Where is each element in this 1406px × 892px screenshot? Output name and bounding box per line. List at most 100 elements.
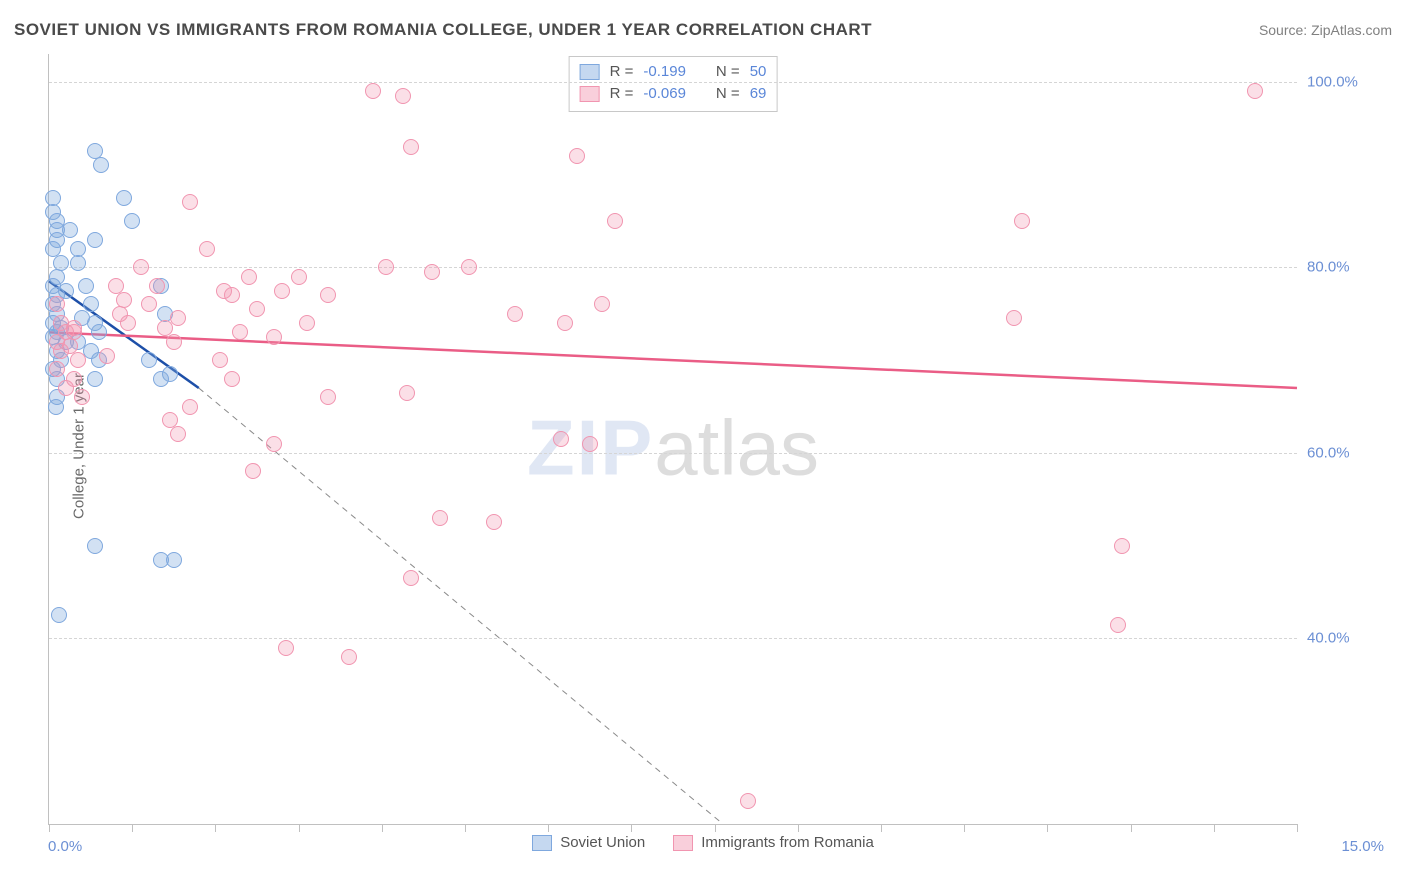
chart-title: SOVIET UNION VS IMMIGRANTS FROM ROMANIA …	[14, 20, 872, 40]
y-tick-label: 100.0%	[1307, 73, 1393, 90]
x-tick	[465, 824, 466, 832]
data-point-romania	[320, 287, 336, 303]
stat-swatch	[580, 64, 600, 80]
data-point-soviet	[91, 324, 107, 340]
data-point-romania	[432, 510, 448, 526]
data-point-romania	[245, 463, 261, 479]
data-point-romania	[66, 324, 82, 340]
data-point-romania	[424, 264, 440, 280]
data-point-romania	[399, 385, 415, 401]
data-point-romania	[49, 361, 65, 377]
x-tick	[1047, 824, 1048, 832]
stat-r-value: -0.069	[643, 83, 686, 105]
data-point-romania	[291, 269, 307, 285]
data-point-soviet	[70, 255, 86, 271]
y-tick-label: 60.0%	[1307, 444, 1393, 461]
data-point-romania	[266, 436, 282, 452]
data-point-soviet	[87, 371, 103, 387]
data-point-romania	[594, 296, 610, 312]
stat-n-value: 50	[750, 61, 767, 83]
data-point-romania	[378, 259, 394, 275]
stat-n-label: N =	[716, 83, 740, 105]
data-point-romania	[553, 431, 569, 447]
y-tick-label: 40.0%	[1307, 630, 1393, 647]
data-point-romania	[212, 352, 228, 368]
stat-r-label: R =	[610, 83, 634, 105]
x-tick	[299, 824, 300, 832]
data-point-romania	[278, 640, 294, 656]
x-tick	[881, 824, 882, 832]
data-point-soviet	[51, 607, 67, 623]
x-tick	[1214, 824, 1215, 832]
data-point-romania	[1110, 617, 1126, 633]
data-point-romania	[70, 352, 86, 368]
plot-area: ZIPatlas R = -0.199N = 50R = -0.069N = 6…	[48, 54, 1297, 825]
data-point-soviet	[48, 399, 64, 415]
data-point-romania	[182, 194, 198, 210]
x-tick	[1131, 824, 1132, 832]
data-point-romania	[582, 436, 598, 452]
data-point-soviet	[124, 213, 140, 229]
data-point-romania	[274, 283, 290, 299]
stat-row-romania: R = -0.069N = 69	[580, 83, 767, 105]
stat-n-label: N =	[716, 61, 740, 83]
stat-swatch	[580, 86, 600, 102]
x-tick	[964, 824, 965, 832]
data-point-romania	[166, 334, 182, 350]
data-point-romania	[149, 278, 165, 294]
data-point-soviet	[93, 157, 109, 173]
data-point-romania	[224, 287, 240, 303]
data-point-romania	[486, 514, 502, 530]
data-point-romania	[365, 83, 381, 99]
data-point-romania	[58, 380, 74, 396]
data-point-romania	[199, 241, 215, 257]
data-point-romania	[403, 139, 419, 155]
data-point-soviet	[78, 278, 94, 294]
data-point-romania	[569, 148, 585, 164]
x-tick	[798, 824, 799, 832]
data-point-romania	[141, 296, 157, 312]
legend-label-romania: Immigrants from Romania	[701, 834, 874, 851]
x-tick	[49, 824, 50, 832]
data-point-romania	[1014, 213, 1030, 229]
x-tick	[631, 824, 632, 832]
data-point-romania	[1247, 83, 1263, 99]
data-point-romania	[241, 269, 257, 285]
stat-r-value: -0.199	[643, 61, 686, 83]
data-point-soviet	[153, 371, 169, 387]
x-tick	[215, 824, 216, 832]
data-point-romania	[1006, 310, 1022, 326]
legend-swatch-blue	[532, 835, 552, 851]
data-point-romania	[461, 259, 477, 275]
x-tick	[548, 824, 549, 832]
data-point-soviet	[62, 222, 78, 238]
legend-swatch-pink	[673, 835, 693, 851]
data-point-soviet	[116, 190, 132, 206]
data-point-romania	[74, 389, 90, 405]
source: Source: ZipAtlas.com	[1259, 22, 1392, 38]
data-point-soviet	[87, 538, 103, 554]
data-point-romania	[607, 213, 623, 229]
stat-box: R = -0.199N = 50R = -0.069N = 69	[569, 56, 778, 112]
data-point-romania	[133, 259, 149, 275]
data-point-romania	[341, 649, 357, 665]
data-point-romania	[170, 426, 186, 442]
data-point-soviet	[141, 352, 157, 368]
data-point-romania	[320, 389, 336, 405]
data-point-romania	[740, 793, 756, 809]
data-point-romania	[299, 315, 315, 331]
stat-row-soviet: R = -0.199 N = 50	[580, 61, 767, 83]
data-point-romania	[232, 324, 248, 340]
data-point-romania	[224, 371, 240, 387]
source-label: Source:	[1259, 22, 1311, 38]
legend: Soviet Union Immigrants from Romania	[0, 834, 1406, 851]
gridline	[49, 267, 1297, 268]
data-point-romania	[266, 329, 282, 345]
data-point-romania	[403, 570, 419, 586]
gridline	[49, 82, 1297, 83]
gridline	[49, 638, 1297, 639]
data-point-romania	[49, 296, 65, 312]
legend-item-soviet: Soviet Union	[532, 834, 645, 851]
stat-r-label: R =	[610, 61, 634, 83]
trend-lines	[49, 54, 1297, 824]
